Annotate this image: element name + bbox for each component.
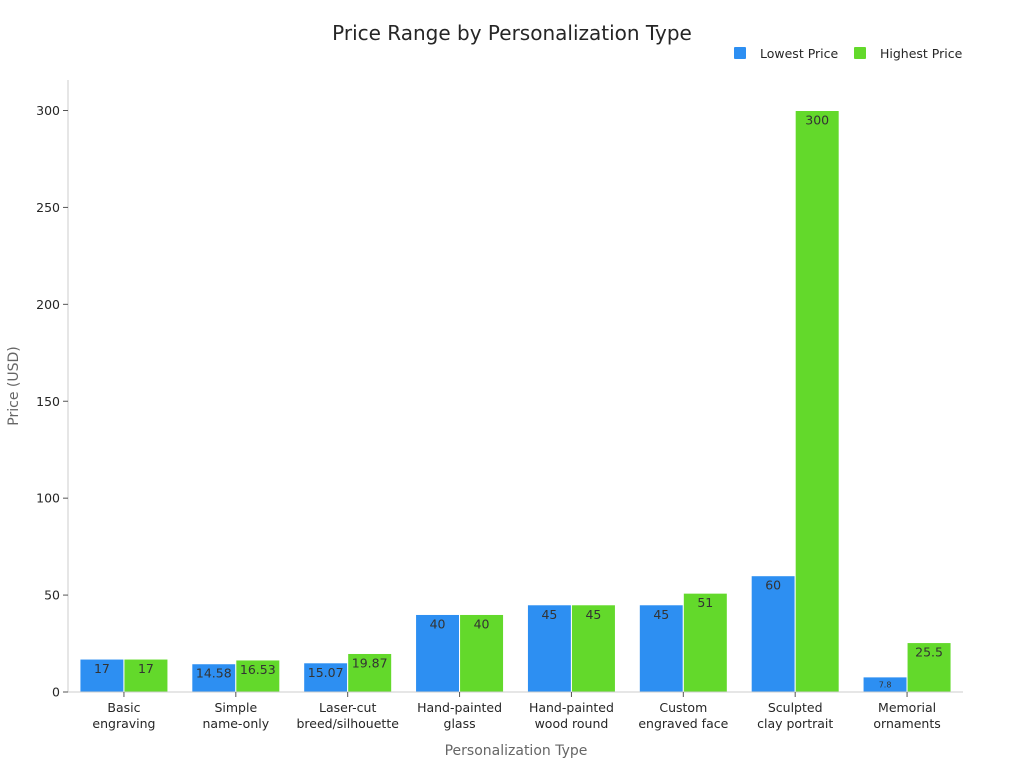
x-tick-label-line: engraving	[92, 716, 155, 731]
x-tick-label-line: breed/silhouette	[296, 716, 399, 731]
y-tick-label: 250	[36, 200, 60, 215]
y-tick-label: 100	[36, 491, 60, 506]
x-tick-label-line: Basic	[107, 700, 140, 715]
legend-swatch	[854, 47, 866, 59]
data-label: 16.53	[240, 662, 276, 677]
data-label: 25.5	[915, 645, 943, 660]
y-tick-label: 200	[36, 297, 60, 312]
x-tick-label: Simple name-only	[202, 700, 269, 731]
data-label: 300	[805, 113, 829, 128]
x-tick-label-line: Sculpted	[768, 700, 823, 715]
x-tick-label-line: clay portrait	[757, 716, 833, 731]
axes: 0 50 100 150 200 250 300 Basic engraving Simple na…	[36, 80, 963, 731]
x-tick-label-line: Memorial	[878, 700, 936, 715]
data-label: 51	[697, 595, 713, 610]
data-labels: 17 14.58 15.07 40 45 45 60 7.8 17 16.53 19.87 40 45 5…	[94, 113, 943, 690]
y-tick-label: 50	[44, 588, 60, 603]
bar-highest-price	[235, 659, 281, 693]
x-tick-label: Basic engraving	[92, 700, 155, 731]
legend-label: Lowest Price	[760, 46, 838, 61]
x-tick-label-line: Hand-painted	[417, 700, 502, 715]
bars	[79, 110, 952, 693]
bar-highest-price	[123, 658, 169, 693]
y-axis-title: Price (USD)	[6, 346, 22, 425]
data-label: 19.87	[352, 655, 388, 670]
data-label: 17	[94, 661, 110, 676]
x-tick-label: Hand-painted glass	[417, 700, 502, 731]
x-tick-label-line: Custom	[659, 700, 707, 715]
bar-highest-price	[682, 592, 728, 693]
data-label: 40	[430, 616, 446, 631]
x-tick-label-line: engraved face	[638, 716, 728, 731]
x-axis-title: Personalization Type	[445, 743, 588, 759]
x-tick-label-line: glass	[444, 716, 476, 731]
x-tick-label: Custom engraved face	[638, 700, 728, 731]
legend-label: Highest Price	[880, 46, 963, 61]
bar-lowest-price	[638, 604, 684, 693]
data-label: 14.58	[196, 666, 232, 681]
data-label: 17	[138, 661, 154, 676]
bar-highest-price	[347, 652, 393, 693]
bar-highest-price	[459, 613, 505, 693]
data-label: 45	[653, 607, 669, 622]
bar-lowest-price	[79, 658, 125, 693]
y-tick-label: 300	[36, 103, 60, 118]
data-label: 45	[585, 607, 601, 622]
data-label: 40	[474, 616, 490, 631]
bar-highest-price	[794, 110, 840, 693]
x-tick-label: Hand-painted wood round	[529, 700, 614, 731]
data-label: 7.8	[879, 680, 892, 689]
x-tick-label-line: ornaments	[873, 716, 940, 731]
x-tick-label-line: Laser-cut	[319, 700, 376, 715]
data-label: 60	[765, 578, 781, 593]
data-label: 15.07	[308, 665, 344, 680]
bar-lowest-price	[750, 575, 796, 693]
y-tick-label: 150	[36, 394, 60, 409]
legend: Lowest Price Highest Price	[734, 46, 963, 61]
x-tick-label-line: Simple	[214, 700, 257, 715]
chart-title: Price Range by Personalization Type	[332, 21, 692, 45]
x-tick-label: Laser-cut breed/silhouette	[296, 700, 399, 731]
legend-swatch	[734, 47, 746, 59]
x-tick-label-line: wood round	[535, 716, 609, 731]
x-tick-label-line: name-only	[202, 716, 269, 731]
x-tick-label: Sculpted clay portrait	[757, 700, 833, 731]
bar-lowest-price	[191, 663, 237, 693]
y-tick-label: 0	[52, 685, 60, 700]
data-label: 45	[541, 607, 557, 622]
x-tick-label-line: Hand-painted	[529, 700, 614, 715]
bar-highest-price	[906, 642, 952, 693]
x-tick-label: Memorial ornaments	[873, 700, 940, 731]
